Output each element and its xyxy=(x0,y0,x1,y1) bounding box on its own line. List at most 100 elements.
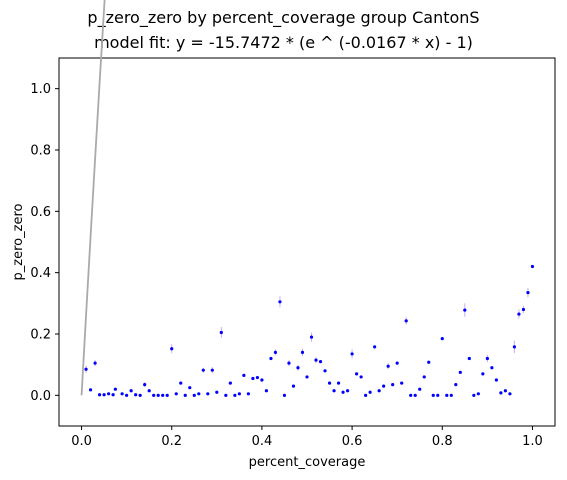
x-tick-label: 0.2 xyxy=(161,434,182,449)
data-point xyxy=(152,393,156,397)
data-point xyxy=(197,392,201,396)
data-point xyxy=(206,392,210,396)
data-point xyxy=(409,393,413,397)
data-point xyxy=(165,393,169,397)
data-point xyxy=(113,387,117,391)
data-point xyxy=(228,381,232,385)
data-point xyxy=(418,387,422,391)
x-tick-label: 0.4 xyxy=(252,434,273,449)
data-point xyxy=(309,335,314,339)
data-point xyxy=(97,393,102,397)
data-point xyxy=(512,345,517,349)
data-point xyxy=(395,361,399,365)
data-point xyxy=(454,383,458,387)
data-point xyxy=(107,392,111,396)
y-axis-label: p_zero_zero xyxy=(11,203,26,280)
data-point xyxy=(111,393,115,397)
data-point xyxy=(332,389,336,393)
data-point xyxy=(345,389,350,393)
data-point xyxy=(485,356,489,361)
data-point xyxy=(120,392,124,396)
data-point xyxy=(499,391,503,395)
data-point xyxy=(224,393,228,397)
data-point xyxy=(494,378,498,382)
data-point xyxy=(183,393,187,397)
data-point xyxy=(526,291,530,295)
data-point xyxy=(521,307,526,312)
data-point xyxy=(377,389,381,393)
x-axis-label: percent_coverage xyxy=(249,455,366,470)
data-point xyxy=(323,369,327,373)
x-tick-label: 0.8 xyxy=(432,434,453,449)
data-point xyxy=(517,312,521,316)
data-point xyxy=(449,393,453,397)
x-tick-label: 1.0 xyxy=(522,434,543,449)
data-point xyxy=(125,393,129,397)
data-point xyxy=(278,300,282,304)
data-point xyxy=(255,375,259,380)
data-point xyxy=(404,319,408,323)
data-point xyxy=(246,392,250,396)
data-point xyxy=(251,376,255,381)
data-point xyxy=(458,370,462,374)
data-point xyxy=(490,366,494,370)
data-point xyxy=(143,383,147,387)
data-point xyxy=(503,389,507,393)
fit-curve-layer xyxy=(80,0,106,396)
data-point xyxy=(192,393,196,397)
plot-frame xyxy=(58,57,556,427)
data-point xyxy=(530,264,535,269)
data-point xyxy=(237,392,241,396)
data-point xyxy=(481,372,485,376)
chart-subtitle: model fit: y = -15.7472 * (e ^ (-0.0167 … xyxy=(94,33,473,52)
y-axis: 0.0 0.2 0.4 0.6 0.8 1.0 xyxy=(30,82,59,404)
data-point xyxy=(355,372,359,376)
fit-curve xyxy=(80,0,106,396)
data-point xyxy=(350,352,354,356)
data-point xyxy=(170,347,174,351)
y-tick-label: 0.4 xyxy=(30,266,51,281)
data-point xyxy=(431,393,435,397)
data-point xyxy=(188,386,192,390)
data-point xyxy=(413,393,417,397)
chart-title: p_zero_zero by percent_coverage group Ca… xyxy=(87,8,480,27)
data-point xyxy=(134,393,138,397)
data-point xyxy=(269,356,273,361)
x-axis: 0.0 0.2 0.4 0.6 0.8 1.0 xyxy=(71,426,543,449)
data-point xyxy=(179,381,183,385)
data-point xyxy=(463,308,467,312)
data-point xyxy=(314,358,318,362)
data-point xyxy=(382,384,386,388)
data-point xyxy=(472,393,476,397)
data-point xyxy=(210,368,214,372)
data-point xyxy=(359,375,363,379)
data-point xyxy=(508,392,512,396)
data-point xyxy=(138,393,142,397)
data-point xyxy=(102,393,106,397)
data-point xyxy=(161,393,165,397)
data-point xyxy=(373,345,377,349)
data-point xyxy=(400,381,404,385)
data-point xyxy=(341,390,345,394)
y-tick-label: 0.2 xyxy=(30,328,51,343)
data-point xyxy=(364,393,368,397)
data-point xyxy=(368,390,372,394)
y-tick-label: 0.6 xyxy=(30,205,51,220)
data-point xyxy=(282,393,287,397)
x-tick-label: 0.6 xyxy=(342,434,363,449)
data-point xyxy=(201,368,205,372)
data-point xyxy=(422,375,426,379)
data-point xyxy=(305,375,309,379)
data-point xyxy=(88,388,93,392)
data-point xyxy=(327,381,332,385)
data-point xyxy=(476,392,480,396)
data-point xyxy=(260,378,264,382)
data-point xyxy=(318,360,323,364)
data-point xyxy=(291,384,296,388)
data-point xyxy=(386,364,390,368)
data-point xyxy=(436,393,440,397)
data-point xyxy=(264,389,269,393)
data-point xyxy=(233,393,237,397)
points-layer xyxy=(84,264,535,397)
